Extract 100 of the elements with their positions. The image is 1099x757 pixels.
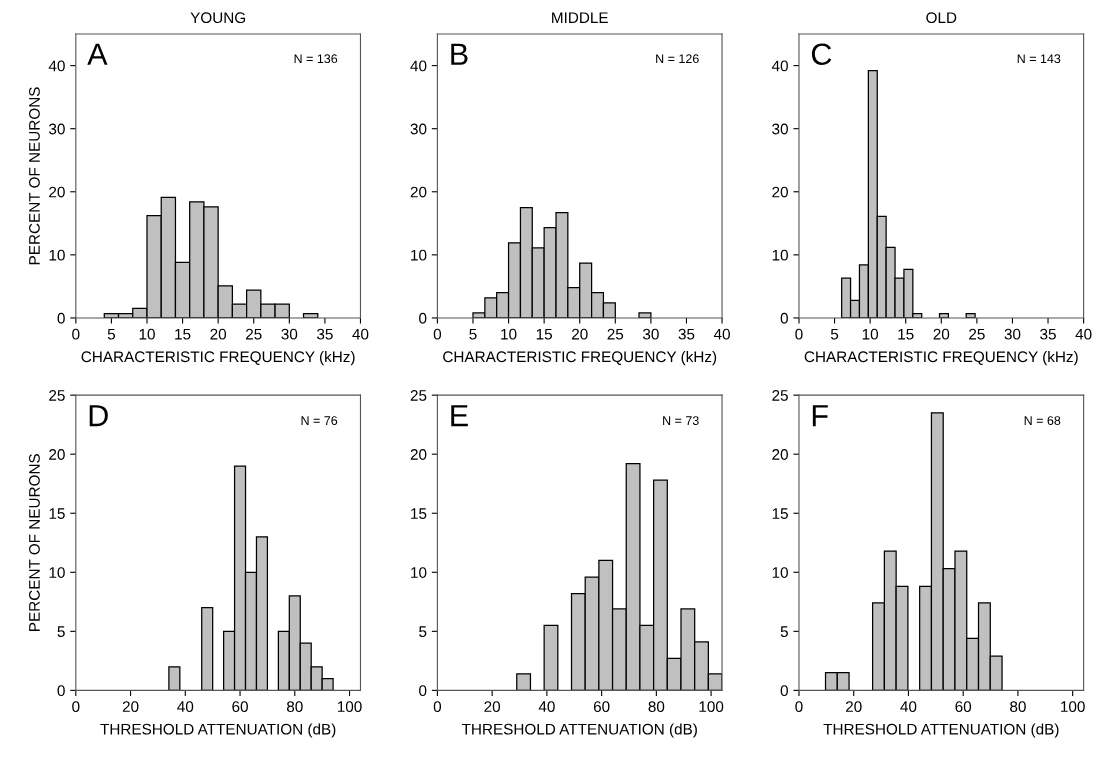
annotation: D — [89, 405, 108, 427]
y-tick-label: 10 — [411, 567, 427, 578]
x-axis-title: THRESHOLD ATTENUATION (dB) — [100, 723, 336, 738]
y-tick-label: 30 — [49, 123, 65, 135]
y-tick-label: 10 — [49, 567, 65, 578]
y-tick-label: 15 — [772, 508, 788, 519]
annotation: B — [451, 43, 468, 65]
x-tick-label: 0 — [795, 328, 803, 340]
x-tick-label: 40 — [177, 701, 194, 713]
y-tick-label: 0 — [419, 685, 427, 697]
annotation: E — [451, 405, 468, 427]
y-tick-label: 5 — [419, 626, 427, 638]
y-tick-label: 30 — [772, 123, 788, 135]
x-tick-label: 100 — [699, 701, 724, 713]
x-tick-label: 80 — [648, 701, 665, 713]
x-tick-label: 15 — [536, 328, 552, 340]
x-tick-label: 15 — [175, 328, 191, 340]
x-axis-title: THRESHOLD ATTENUATION (dB) — [823, 723, 1059, 738]
y-tick-label: 20 — [410, 186, 427, 198]
x-tick-label: 60 — [232, 701, 248, 713]
x-axis-title: CHARACTERISTIC FREQUENCY (kHz) — [804, 350, 1078, 366]
annotation: N = 76 — [301, 416, 338, 425]
x-tick-label: 10 — [501, 328, 517, 340]
x-tick-label: 60 — [955, 701, 972, 713]
y-tick-label: 20 — [49, 449, 65, 460]
chart-title: OLD — [926, 12, 957, 24]
x-tick-label: 35 — [1040, 328, 1056, 340]
y-tick-label: 20 — [772, 449, 788, 460]
x-tick-label: 0 — [795, 701, 803, 713]
x-tick-label: 5 — [107, 328, 116, 340]
x-tick-label: 20 — [210, 328, 227, 340]
y-axis-title: PERCENT OF NEURONS — [29, 87, 40, 265]
x-tick-label: 0 — [433, 701, 442, 713]
x-tick-label: 0 — [72, 701, 80, 713]
annotation: N = 68 — [1024, 416, 1061, 425]
y-tick-label: 20 — [49, 186, 65, 198]
x-tick-label: 35 — [678, 328, 695, 340]
x-tick-label: 5 — [830, 328, 839, 340]
x-tick-label: 30 — [642, 328, 659, 340]
y-tick-label: 0 — [57, 685, 65, 697]
y-tick-label: 15 — [49, 508, 65, 519]
annotation: N = 136 — [294, 54, 338, 64]
y-tick-label: 5 — [57, 626, 65, 638]
chart-title: MIDDLE — [552, 12, 608, 23]
y-tick-label: 25 — [410, 390, 427, 401]
x-tick-label: 40 — [713, 328, 730, 340]
y-tick-label: 40 — [410, 60, 427, 72]
x-tick-label: 20 — [933, 328, 950, 340]
chart-title: YOUNG — [190, 12, 246, 24]
x-tick-label: 100 — [1061, 701, 1085, 713]
x-tick-label: 40 — [538, 701, 555, 713]
annotation: F — [812, 405, 828, 427]
y-tick-label: 40 — [771, 60, 788, 72]
y-tick-label: 30 — [410, 123, 427, 135]
y-tick-label: 0 — [780, 312, 788, 324]
annotation: N = 73 — [663, 416, 699, 425]
x-tick-label: 20 — [484, 701, 501, 713]
x-tick-label: 80 — [1010, 701, 1026, 713]
x-tick-label: 0 — [72, 328, 80, 340]
y-tick-label: 15 — [411, 508, 427, 519]
y-tick-label: 0 — [57, 312, 65, 324]
y-tick-label: 40 — [48, 60, 65, 72]
y-tick-label: 20 — [772, 186, 788, 198]
x-tick-label: 5 — [469, 328, 477, 340]
y-tick-label: 10 — [772, 249, 788, 261]
x-tick-label: 40 — [352, 328, 369, 340]
x-tick-label: 10 — [139, 328, 155, 340]
annotation: A — [87, 43, 108, 65]
x-tick-label: 10 — [862, 328, 879, 340]
x-tick-label: 20 — [845, 701, 862, 713]
x-axis-title: CHARACTERISTIC FREQUENCY (kHz) — [81, 350, 355, 366]
x-tick-label: 30 — [1004, 328, 1021, 340]
y-tick-label: 5 — [780, 626, 788, 638]
annotation: N = 143 — [1017, 54, 1061, 64]
x-axis-title: CHARACTERISTIC FREQUENCY (kHz) — [443, 350, 717, 366]
y-tick-label: 10 — [411, 249, 427, 261]
x-tick-label: 40 — [900, 701, 917, 713]
y-tick-label: 10 — [49, 249, 65, 261]
y-tick-label: 0 — [419, 312, 427, 324]
y-tick-label: 20 — [410, 449, 427, 460]
x-tick-label: 100 — [337, 701, 362, 713]
y-tick-label: 25 — [49, 390, 65, 401]
annotation: N = 126 — [656, 54, 699, 64]
y-tick-label: 25 — [772, 390, 788, 401]
x-tick-label: 25 — [969, 328, 985, 340]
x-tick-label: 80 — [286, 701, 303, 713]
x-tick-label: 60 — [593, 701, 610, 713]
x-tick-label: 15 — [898, 328, 914, 340]
x-tick-label: 20 — [122, 701, 139, 713]
x-tick-label: 25 — [607, 328, 624, 340]
x-tick-label: 40 — [1075, 328, 1092, 340]
y-axis-title: PERCENT OF NEURONS — [29, 454, 40, 631]
x-tick-label: 25 — [246, 328, 262, 340]
x-tick-label: 0 — [433, 328, 442, 340]
y-tick-label: 10 — [772, 567, 788, 578]
x-axis-title: THRESHOLD ATTENUATION (dB) — [461, 723, 697, 738]
x-tick-label: 30 — [281, 328, 298, 340]
x-tick-label: 35 — [316, 328, 333, 340]
annotation: C — [811, 43, 832, 66]
x-tick-label: 20 — [572, 328, 588, 340]
